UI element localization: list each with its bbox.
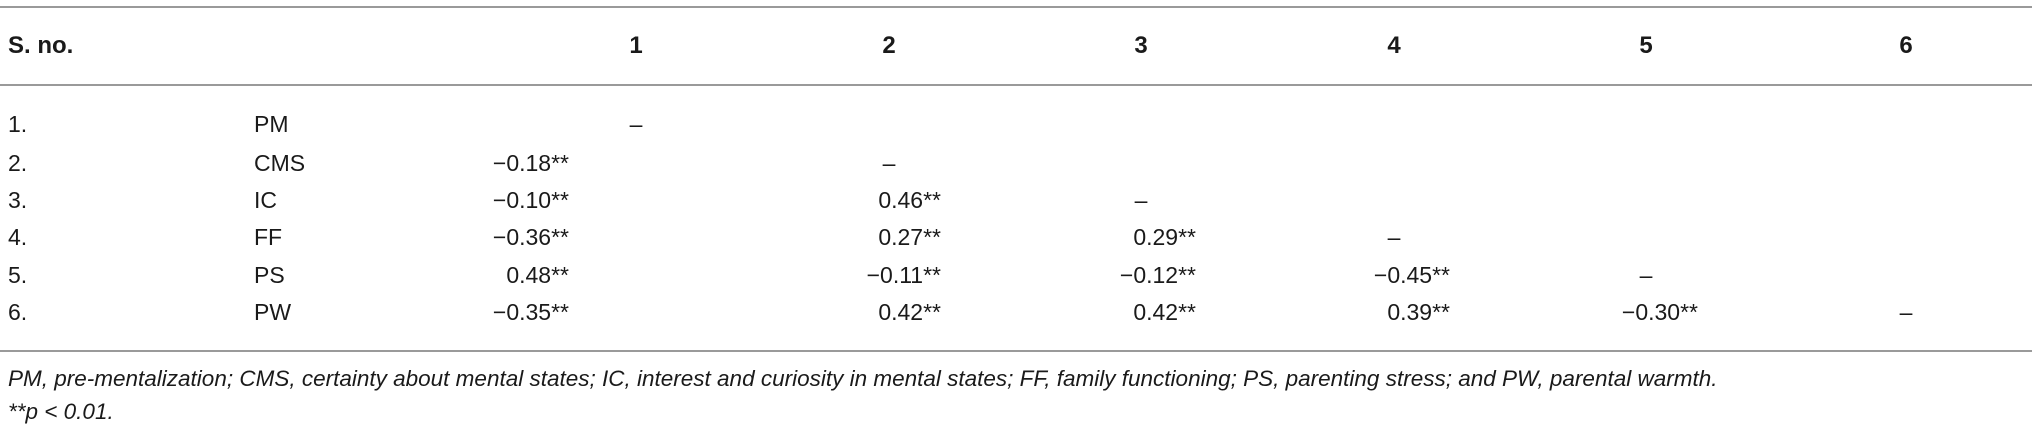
correlation-cell: 0.42** (878, 298, 941, 325)
row-number: 5. (8, 261, 28, 288)
diagonal-cell: – (1387, 223, 1401, 250)
header-col-5: 5 (1639, 32, 1653, 59)
row-variable: PM (254, 110, 289, 137)
row-number: 3. (8, 186, 28, 213)
row-variable: FF (254, 223, 283, 250)
row-variable: PW (254, 298, 292, 325)
row-number: 6. (8, 298, 28, 325)
header-col-2: 2 (882, 32, 896, 59)
diagonal-cell: – (629, 110, 643, 137)
header-col-6: 6 (1899, 32, 1913, 59)
header-rule (0, 84, 2032, 86)
abbreviation-note: PM, pre-mentalization; CMS, certainty ab… (8, 366, 1718, 391)
correlation-cell: −0.36** (492, 223, 569, 250)
correlation-cell: −0.18** (492, 149, 569, 176)
diagonal-cell: – (1134, 186, 1148, 213)
table-footnotes: PM, pre-mentalization; CMS, certainty ab… (8, 362, 2018, 428)
row-variable: CMS (254, 149, 306, 176)
header-col-4: 4 (1387, 32, 1401, 59)
top-rule (0, 6, 2032, 8)
correlation-cell: 0.27** (878, 223, 941, 250)
correlation-cell: 0.48** (506, 261, 569, 288)
correlation-cell: −0.10** (492, 186, 569, 213)
correlation-cell: −0.12** (1119, 261, 1196, 288)
row-number: 2. (8, 149, 28, 176)
row-variable: IC (254, 186, 277, 213)
diagonal-cell: – (1899, 298, 1913, 325)
header-col-3: 3 (1134, 32, 1148, 59)
row-number: 4. (8, 223, 28, 250)
row-variable: PS (254, 261, 285, 288)
correlation-cell: −0.35** (492, 298, 569, 325)
header-col-1: 1 (629, 32, 643, 59)
correlation-cell: 0.29** (1133, 223, 1196, 250)
correlation-cell: 0.46** (878, 186, 941, 213)
correlation-cell: −0.45** (1373, 261, 1450, 288)
correlation-cell: −0.30** (1621, 298, 1698, 325)
correlation-cell: 0.39** (1387, 298, 1450, 325)
diagonal-cell: – (1639, 261, 1653, 288)
bottom-rule (0, 350, 2032, 352)
row-number: 1. (8, 110, 28, 137)
correlation-cell: 0.42** (1133, 298, 1196, 325)
significance-note: **p < 0.01. (8, 399, 114, 424)
correlation-cell: −0.11** (866, 261, 941, 288)
diagonal-cell: – (882, 149, 896, 176)
header-sno: S. no. (8, 32, 74, 59)
